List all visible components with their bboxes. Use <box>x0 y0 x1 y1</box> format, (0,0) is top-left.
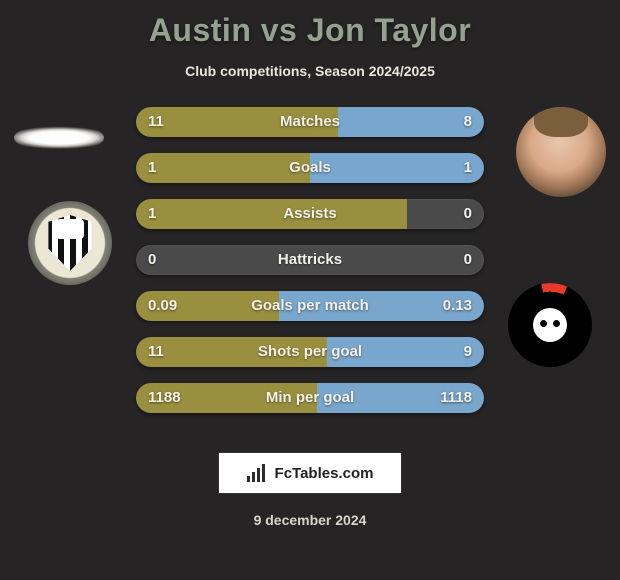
stat-label: Goals <box>136 153 484 183</box>
player-right-photo <box>516 107 606 197</box>
player-left-photo <box>14 123 104 152</box>
stat-label: Shots per goal <box>136 337 484 367</box>
page-subtitle: Club competitions, Season 2024/2025 <box>0 63 620 79</box>
stat-row: 0.090.13Goals per match <box>136 291 484 321</box>
stats-list: 118Matches 11Goals 10Assists 00Hattricks 0.0… <box>136 107 484 429</box>
stat-row: 00Hattricks <box>136 245 484 275</box>
club-right-badge <box>508 283 592 367</box>
stat-label: Hattricks <box>136 245 484 275</box>
salford-lion-icon <box>533 308 567 342</box>
stat-label: Min per goal <box>136 383 484 413</box>
stat-row: 119Shots per goal <box>136 337 484 367</box>
footer-date: 9 december 2024 <box>0 512 620 528</box>
stat-row: 11881118Min per goal <box>136 383 484 413</box>
brand-label: FcTables.com <box>275 465 374 482</box>
fctables-logo[interactable]: FcTables.com <box>218 452 402 494</box>
stat-label: Goals per match <box>136 291 484 321</box>
stat-label: Matches <box>136 107 484 137</box>
notts-county-shield-icon <box>46 215 94 271</box>
page-title: Austin vs Jon Taylor <box>0 0 620 49</box>
stat-row: 118Matches <box>136 107 484 137</box>
bar-chart-icon <box>247 464 269 482</box>
stat-row: 11Goals <box>136 153 484 183</box>
club-left-badge <box>28 201 112 285</box>
comparison-panel: 118Matches 11Goals 10Assists 00Hattricks 0.0… <box>0 107 620 437</box>
stat-label: Assists <box>136 199 484 229</box>
stat-row: 10Assists <box>136 199 484 229</box>
